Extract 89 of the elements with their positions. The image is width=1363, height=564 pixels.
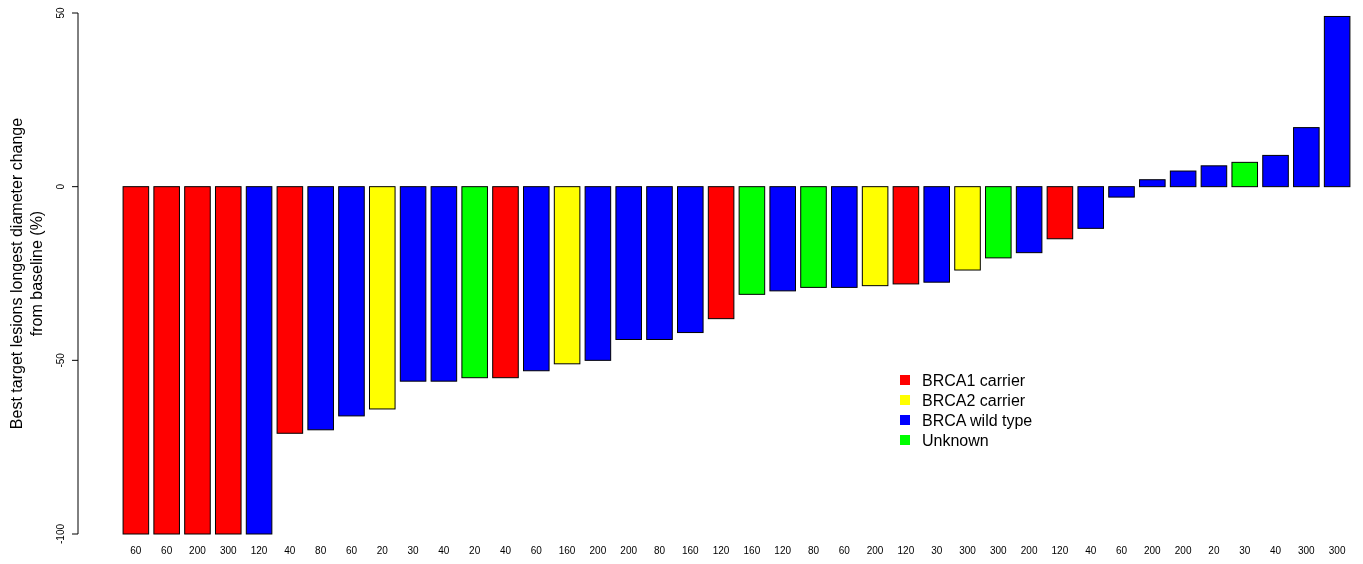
x-tick-label: 60: [838, 545, 851, 556]
bar: [1046, 186, 1074, 240]
x-tick-label: 40: [438, 545, 450, 556]
legend-label: Unknown: [922, 432, 989, 449]
bar: [122, 186, 150, 535]
y-tick-label: -50: [55, 352, 66, 368]
bar: [245, 186, 273, 535]
y-tick-label: 50: [55, 7, 66, 19]
bar: [615, 186, 642, 340]
x-tick-label: 200: [189, 545, 207, 556]
x-tick-label: 60: [130, 545, 142, 556]
x-tick-label: 60: [345, 545, 358, 556]
x-tick-label: 20: [376, 545, 389, 556]
y-axis-title: Best target lesions longest diameter change from baseline (%): [8, 117, 45, 430]
x-tick-label: 30: [931, 545, 943, 556]
x-tick-label: 80: [315, 545, 327, 556]
bar: [738, 186, 766, 295]
x-tick-label: 160: [558, 545, 576, 556]
bar: [1015, 186, 1043, 254]
bar: [677, 186, 704, 334]
bar: [800, 186, 827, 288]
x-tick-label: 80: [653, 545, 666, 556]
legend-label: BRCA wild type: [922, 412, 1033, 429]
bar: [1077, 186, 1105, 229]
bar: [430, 186, 458, 382]
bar: [1231, 161, 1259, 188]
bar: [1293, 127, 1320, 188]
bar: [307, 186, 334, 431]
bar: [1108, 186, 1135, 198]
x-tick-label: 60: [1115, 545, 1128, 556]
bar: [923, 186, 950, 283]
bar: [338, 186, 365, 417]
x-tick-label: 80: [807, 545, 820, 556]
bar: [954, 186, 981, 271]
bar: [831, 186, 858, 288]
bar: [707, 186, 735, 320]
bar: [214, 186, 242, 535]
x-tick-label: 160: [743, 545, 761, 556]
x-tick-label: 120: [712, 545, 730, 556]
x-tick-label: 160: [681, 545, 700, 556]
x-tick-label: 200: [620, 545, 638, 556]
x-tick-label: 200: [866, 545, 884, 556]
x-tick-label: 40: [1085, 545, 1097, 556]
bar: [1262, 154, 1289, 188]
x-tick-label: 200: [589, 545, 607, 556]
x-tick-label: 30: [1239, 545, 1251, 556]
x-tick-label: 120: [774, 545, 792, 556]
bar: [985, 186, 1012, 259]
bar: [1323, 15, 1351, 188]
x-tick-label: 300: [989, 545, 1008, 556]
bar: [553, 186, 581, 365]
x-tick-label: 40: [284, 545, 296, 556]
x-tick-label: 300: [219, 545, 238, 556]
y-tick-label: 0: [55, 183, 66, 190]
bar: [276, 186, 304, 434]
x-tick-label: 20: [469, 545, 481, 556]
x-tick-label: 30: [407, 545, 420, 556]
bar: [1200, 165, 1228, 188]
x-tick-label: 40: [499, 545, 512, 556]
y-tick-label: -100: [55, 523, 66, 545]
x-tick-label: 40: [1269, 545, 1282, 556]
bar: [492, 186, 519, 379]
bar: [523, 186, 550, 372]
bar: [769, 186, 796, 292]
bar: [184, 186, 211, 535]
x-tick-label: 200: [1143, 545, 1162, 556]
x-tick-label: 300: [1328, 545, 1346, 556]
bar: [369, 186, 396, 410]
x-tick-label: 300: [1297, 545, 1316, 556]
bar: [646, 186, 673, 340]
x-tick-label: 60: [161, 545, 173, 556]
bar: [153, 186, 180, 535]
x-tick-label: 300: [959, 545, 977, 556]
x-tick-label: 200: [1174, 545, 1192, 556]
x-tick-label: 120: [250, 545, 268, 556]
bar: [861, 186, 889, 287]
x-tick-label: 20: [1208, 545, 1220, 556]
bar: [1169, 170, 1197, 188]
bar: [892, 186, 920, 285]
x-tick-label: 60: [530, 545, 543, 556]
bar: [399, 186, 427, 382]
legend-label: BRCA2 carrier: [922, 392, 1026, 409]
bar: [461, 186, 488, 379]
bar: [584, 186, 612, 361]
x-tick-label: 120: [897, 545, 915, 556]
legend-label: BRCA1 carrier: [922, 372, 1026, 389]
bar: [1139, 179, 1166, 188]
x-tick-label: 120: [1051, 545, 1069, 556]
x-tick-label: 200: [1020, 545, 1038, 556]
